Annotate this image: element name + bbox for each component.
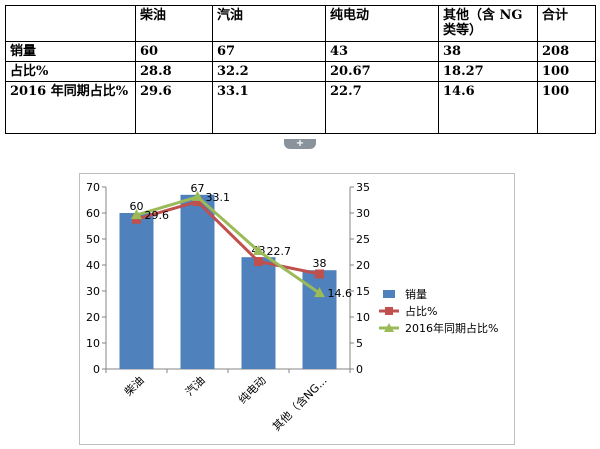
left-axis-tick-label: 20 bbox=[86, 311, 100, 324]
right-axis-tick-label: 20 bbox=[356, 259, 370, 272]
table-header-cell: 柴油 bbox=[135, 5, 213, 42]
right-axis-tick-label: 10 bbox=[356, 311, 370, 324]
line-data-label: 29.6 bbox=[145, 209, 170, 222]
bar-data-label: 38 bbox=[313, 257, 327, 270]
combo-chart: 010203040506070051015202530356067433829.… bbox=[86, 181, 498, 434]
table-cell: 20.67 bbox=[325, 61, 439, 82]
table-cell: 33.1 bbox=[212, 81, 326, 134]
table-collapse-handle[interactable]: + bbox=[284, 139, 316, 149]
table-cell: 208 bbox=[537, 41, 596, 62]
table-cell: 32.2 bbox=[212, 61, 326, 82]
table-cell: 67 bbox=[212, 41, 326, 62]
right-axis-tick-label: 35 bbox=[356, 181, 370, 194]
line-data-label: 14.6 bbox=[328, 287, 353, 300]
right-axis-tick-label: 25 bbox=[356, 233, 370, 246]
chart-frame: 010203040506070051015202530356067433829.… bbox=[79, 173, 515, 445]
table-header-cell: 纯电动 bbox=[325, 5, 439, 42]
left-axis-tick-label: 60 bbox=[86, 207, 100, 220]
right-axis-tick-label: 30 bbox=[356, 207, 370, 220]
line-point-marker bbox=[132, 214, 141, 224]
table-cell: 43 bbox=[325, 41, 439, 62]
right-axis-tick-label: 0 bbox=[356, 363, 363, 376]
line-point-marker bbox=[193, 197, 202, 207]
x-axis-category-label: 纯电动 bbox=[236, 374, 269, 407]
bar-data-label: 67 bbox=[191, 182, 205, 195]
line-point-marker bbox=[254, 257, 263, 267]
left-axis-tick-label: 10 bbox=[86, 337, 100, 350]
table-cell: 29.6 bbox=[135, 81, 213, 134]
x-axis-category-label: 汽油 bbox=[182, 373, 207, 398]
table-row: 2016 年同期占比% 29.6 33.1 22.7 14.6 100 bbox=[5, 81, 596, 134]
table-cell: 28.8 bbox=[135, 61, 213, 82]
right-axis-tick-label: 5 bbox=[356, 337, 363, 350]
line-point-marker bbox=[253, 244, 264, 255]
table-cell: 2016 年同期占比% bbox=[5, 81, 136, 134]
line-data-label: 22.7 bbox=[267, 245, 292, 258]
table-cell: 38 bbox=[438, 41, 538, 62]
bar bbox=[180, 194, 215, 369]
plus-icon: + bbox=[295, 138, 305, 149]
table-row: 销量 60 67 43 38 208 bbox=[5, 41, 596, 62]
line-point-marker bbox=[315, 269, 324, 279]
table-header-cell: 汽油 bbox=[212, 5, 326, 42]
sales-table: 柴油 汽油 纯电动 其他（含 NG 类等） 合计 销量 60 67 43 38 … bbox=[5, 5, 596, 134]
table-cell: 14.6 bbox=[438, 81, 538, 134]
legend-label: 占比% bbox=[405, 304, 437, 318]
left-axis-tick-label: 30 bbox=[86, 285, 100, 298]
left-axis-tick-label: 50 bbox=[86, 233, 100, 246]
bar bbox=[241, 257, 276, 369]
bar bbox=[119, 213, 154, 369]
table-cell: 销量 bbox=[5, 41, 136, 62]
table-cell: 100 bbox=[537, 81, 596, 134]
left-axis-tick-label: 40 bbox=[86, 259, 100, 272]
x-axis-category-label: 柴油 bbox=[121, 373, 146, 398]
line-data-label: 33.1 bbox=[206, 191, 231, 204]
line-point-marker bbox=[131, 209, 142, 220]
legend-swatch bbox=[383, 290, 395, 298]
table-cell: 100 bbox=[537, 61, 596, 82]
legend-marker bbox=[385, 307, 393, 315]
table-header-cell bbox=[5, 5, 136, 42]
legend-label: 销量 bbox=[405, 287, 427, 301]
line-point-marker bbox=[314, 287, 325, 298]
right-axis-tick-label: 15 bbox=[356, 285, 370, 298]
table-cell: 60 bbox=[135, 41, 213, 62]
line-point-marker bbox=[192, 190, 203, 201]
table-cell: 占比% bbox=[5, 61, 136, 82]
table-header-cell: 合计 bbox=[537, 5, 596, 42]
series-line bbox=[136, 195, 321, 295]
table-row: 占比% 28.8 32.2 20.67 18.27 100 bbox=[5, 61, 596, 82]
left-axis-tick-label: 70 bbox=[86, 181, 100, 194]
table-cell: 22.7 bbox=[325, 81, 439, 134]
table-header-row: 柴油 汽油 纯电动 其他（含 NG 类等） 合计 bbox=[5, 5, 596, 42]
table-cell: 18.27 bbox=[438, 61, 538, 82]
table-header-cell: 其他（含 NG 类等） bbox=[438, 5, 538, 42]
x-axis-category-label: 其他（含NG... bbox=[269, 373, 329, 433]
left-axis-tick-label: 0 bbox=[93, 363, 100, 376]
bar-data-label: 60 bbox=[130, 200, 144, 213]
legend-label: 2016年同期占比% bbox=[405, 321, 498, 335]
series-line bbox=[136, 199, 320, 276]
legend-marker bbox=[384, 323, 394, 332]
